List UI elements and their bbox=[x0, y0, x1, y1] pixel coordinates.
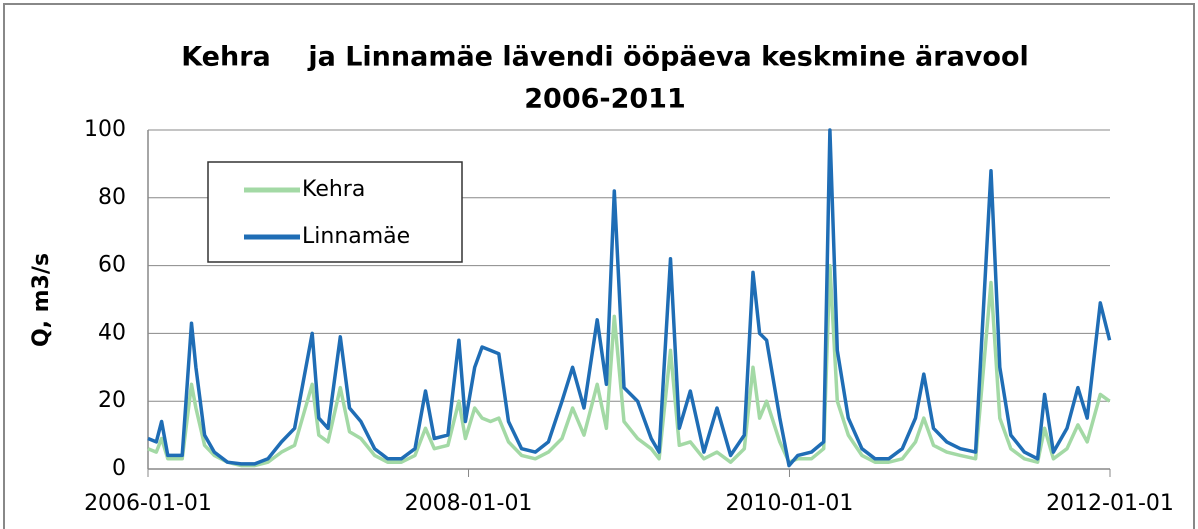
legend-label: Linnamäe bbox=[302, 224, 410, 249]
y-tick-label: 20 bbox=[98, 388, 126, 413]
chart-subtitle: 2006-2011 bbox=[524, 84, 686, 115]
x-tick-label: 2012-01-01 bbox=[1046, 491, 1174, 516]
series-line bbox=[147, 263, 1111, 468]
chart-title: Kehra ja Linnamäe lävendi ööpäeva keskmi… bbox=[181, 42, 1029, 73]
y-tick-label: 80 bbox=[98, 185, 126, 210]
x-tick-label: 2010-01-01 bbox=[726, 491, 854, 516]
x-tick-label: 2006-01-01 bbox=[84, 491, 212, 516]
y-axis-label: Q, m3/s bbox=[29, 253, 54, 347]
legend-box bbox=[207, 161, 463, 263]
x-tick-label: 2008-01-01 bbox=[405, 491, 533, 516]
y-tick-label: 60 bbox=[98, 253, 126, 278]
series-line bbox=[147, 128, 1112, 468]
y-tick-label: 0 bbox=[112, 456, 126, 481]
y-tick-label: 40 bbox=[98, 320, 126, 345]
y-tick-label: 100 bbox=[84, 117, 126, 142]
legend-label: Kehra bbox=[302, 177, 365, 202]
